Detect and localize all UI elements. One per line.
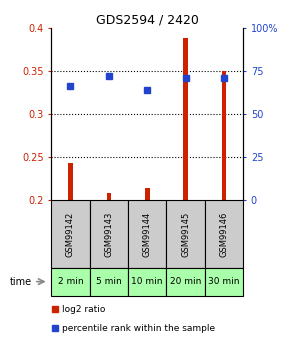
Bar [145, 188, 149, 200]
Text: 30 min: 30 min [208, 277, 240, 286]
Text: GSM99142: GSM99142 [66, 211, 75, 257]
Bar [222, 71, 226, 200]
Bar [128, 200, 166, 268]
Bar [68, 163, 73, 200]
Bar [128, 268, 166, 296]
Bar [205, 268, 243, 296]
Text: GSM99146: GSM99146 [219, 211, 229, 257]
Bar [166, 200, 205, 268]
Bar [166, 268, 205, 296]
Text: log2 ratio: log2 ratio [62, 305, 105, 314]
Bar [51, 200, 90, 268]
Bar [51, 268, 90, 296]
Text: 20 min: 20 min [170, 277, 201, 286]
Bar [90, 200, 128, 268]
Bar [107, 193, 111, 200]
Bar [90, 268, 128, 296]
Text: percentile rank within the sample: percentile rank within the sample [62, 324, 215, 333]
Text: time: time [10, 277, 32, 287]
Bar [183, 38, 188, 200]
Bar [205, 200, 243, 268]
Text: GSM99144: GSM99144 [143, 211, 152, 257]
Text: GSM99145: GSM99145 [181, 211, 190, 257]
Text: GSM99143: GSM99143 [104, 211, 113, 257]
Text: 2 min: 2 min [58, 277, 83, 286]
Text: 5 min: 5 min [96, 277, 122, 286]
Title: GDS2594 / 2420: GDS2594 / 2420 [96, 13, 199, 27]
Text: 10 min: 10 min [132, 277, 163, 286]
